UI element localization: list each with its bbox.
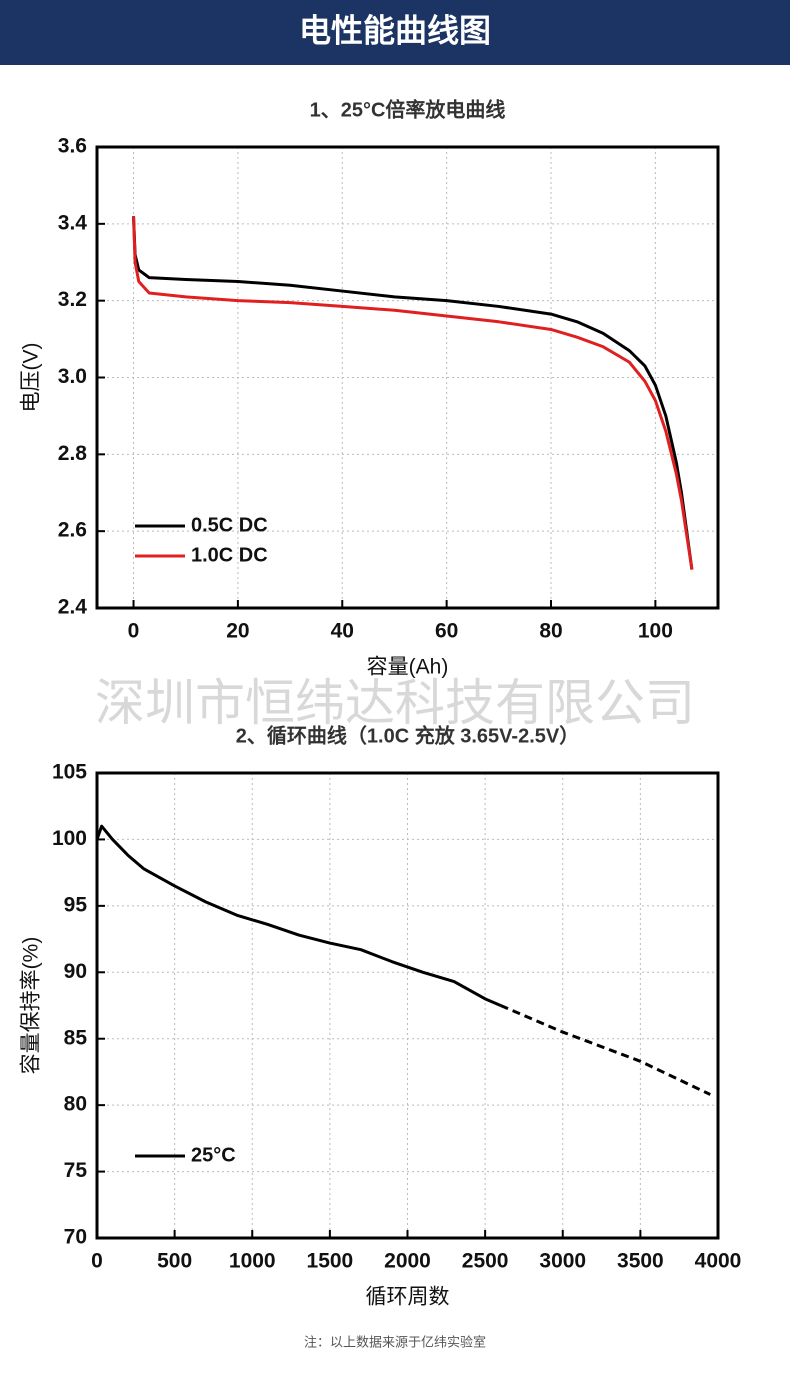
x-tick-label: 40 [331,620,354,643]
x-tick-label: 500 [157,1250,192,1273]
x-tick-label: 0 [128,620,140,643]
y-tick-label: 3.0 [58,365,87,388]
y-tick-label: 3.2 [58,288,87,311]
note: 注：以上数据来源于亿纬实验室 [304,1334,486,1349]
x-tick-label: 60 [435,620,458,643]
y-tick-label: 105 [52,761,87,784]
x-tick-label: 1000 [229,1250,276,1273]
y-tick-label: 80 [64,1093,87,1116]
data-line [132,216,694,570]
data-line [132,216,694,570]
x-tick-label: 2000 [384,1250,431,1273]
y-tick-label: 3.4 [58,211,88,234]
x-tick-label: 20 [226,620,249,643]
legend-label: 25°C [191,1144,236,1166]
y-axis-label: 容量保持率(%) [20,937,43,1075]
y-tick-label: 3.6 [58,135,87,158]
header-title: 电性能曲线图 [299,12,491,48]
y-tick-label: 2.6 [58,519,87,542]
header-bar [0,0,790,65]
plot-frame [95,145,720,610]
y-tick-label: 95 [64,893,88,916]
x-tick-label: 100 [638,620,673,643]
x-tick-label: 0 [91,1250,103,1273]
x-tick-label: 80 [539,620,562,643]
y-tick-label: 2.8 [58,442,88,465]
x-tick-label: 2500 [462,1250,509,1273]
legend-label: 0.5C DC [191,514,268,536]
data-line [95,824,502,1007]
y-tick-label: 70 [64,1226,87,1249]
y-axis-label: 电压(V) [20,343,43,413]
legend-label: 1.0C DC [191,544,268,566]
chart-title: 1、25°C倍率放电曲线 [310,97,506,121]
x-axis-label: 容量(Ah) [367,656,449,679]
y-tick-label: 85 [64,1026,88,1049]
x-tick-label: 3000 [539,1250,586,1273]
x-tick-label: 3500 [617,1250,664,1273]
x-axis-label: 循环周数 [366,1286,450,1309]
y-tick-label: 90 [64,960,87,983]
x-tick-label: 1500 [307,1250,354,1273]
y-tick-label: 2.4 [58,596,88,619]
chart-title: 2、循环曲线（1.0C 充放 3.65V-2.5V） [236,723,579,747]
plot-frame [95,771,720,1240]
y-tick-label: 75 [64,1159,88,1182]
data-line [500,1004,711,1096]
x-tick-label: 4000 [695,1250,742,1273]
watermark: 深圳市恒纬达科技有限公司 [95,675,695,731]
y-tick-label: 100 [52,827,87,850]
